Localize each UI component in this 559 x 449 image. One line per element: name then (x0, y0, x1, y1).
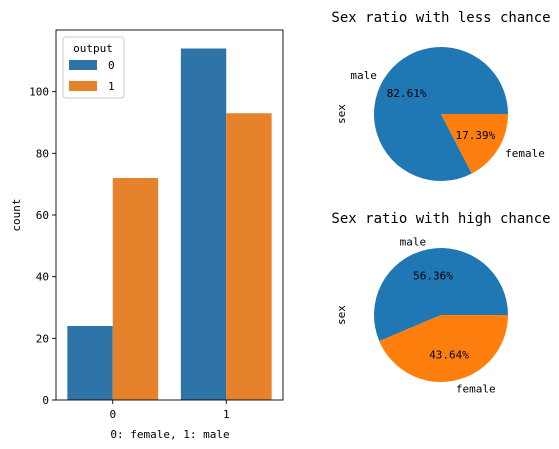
pie1-label-female: female (505, 147, 545, 160)
pie-chart-high-chance: Sex ratio with high chance sex male 56.36… (331, 211, 550, 396)
legend-label-1: 1 (108, 80, 115, 93)
pie-chart-less-chance: Sex ratio with less chance sex male 82.61… (331, 10, 551, 181)
x-tick-label: 1 (223, 408, 230, 421)
pie2-y-label: sex (335, 305, 348, 325)
y-axis-ticks: 0 20 40 60 80 100 (29, 86, 56, 407)
pie1-slices (373, 46, 508, 181)
y-tick-label: 20 (36, 332, 49, 345)
y-tick-label: 80 (36, 147, 49, 160)
pie2-labels: male 56.36% female 43.64% (400, 235, 496, 395)
bar-cat1-output1 (226, 113, 272, 400)
y-tick-label: 40 (36, 271, 49, 284)
bar-cat0-output1 (112, 178, 159, 400)
pie2-label-male: male (400, 235, 427, 248)
y-tick-label: 0 (42, 394, 49, 407)
legend-title: output (73, 42, 113, 55)
pie1-slice-male (373, 46, 508, 181)
y-axis-label: count (10, 198, 23, 231)
legend-label-0: 0 (108, 59, 115, 72)
pie1-title: Sex ratio with less chance (331, 10, 550, 26)
bar-cat0-output0 (67, 326, 113, 400)
legend-swatch-0 (69, 60, 97, 70)
y-tick-label: 60 (36, 209, 49, 222)
pie1-label-male: male (350, 69, 377, 82)
pie2-label-female: female (456, 383, 496, 396)
pie1-pct-female: 17.39% (455, 129, 495, 142)
bar-group (67, 48, 272, 400)
pie2-pct-female: 43.64% (429, 348, 469, 361)
x-axis-label: 0: female, 1: male (110, 428, 229, 441)
pie2-slice-female (379, 315, 508, 382)
pie1-y-label: sex (335, 104, 348, 124)
legend: output 0 1 (62, 36, 125, 99)
y-tick-label: 100 (29, 86, 49, 99)
bar-cat1-output0 (180, 48, 227, 400)
pie1-slice-female (441, 114, 508, 174)
pie2-title: Sex ratio with high chance (331, 211, 550, 227)
pie1-labels: male 82.61% female 17.39% (350, 69, 544, 160)
pie2-slice-male (373, 247, 508, 342)
pie1-pct-male: 82.61% (387, 87, 427, 100)
pie2-slices (373, 247, 508, 382)
pie2-pct-male: 56.36% (413, 270, 453, 283)
legend-swatch-1 (69, 81, 97, 91)
x-tick-label: 0 (109, 408, 116, 421)
